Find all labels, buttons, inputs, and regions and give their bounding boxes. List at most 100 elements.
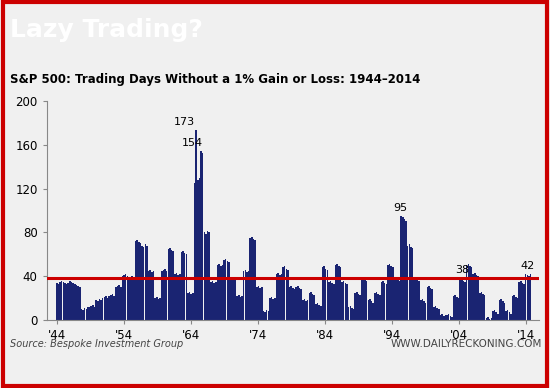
Text: 38: 38 <box>455 265 469 275</box>
Bar <box>212 281 213 320</box>
Bar <box>98 299 100 320</box>
Bar <box>174 274 175 320</box>
Bar <box>89 307 90 320</box>
Bar <box>295 287 297 320</box>
Text: 42: 42 <box>520 261 535 271</box>
Bar <box>66 284 68 320</box>
Text: 173: 173 <box>173 117 195 127</box>
Bar <box>299 288 300 320</box>
Bar <box>520 281 521 320</box>
Bar <box>328 282 330 320</box>
Bar <box>517 298 518 320</box>
Bar <box>184 253 185 320</box>
Bar <box>112 294 113 320</box>
Bar <box>476 275 477 320</box>
Bar <box>261 287 262 320</box>
Bar <box>444 315 446 320</box>
Bar <box>345 283 346 320</box>
Bar <box>389 264 390 320</box>
Bar <box>171 250 172 320</box>
Bar <box>64 283 66 320</box>
Bar <box>407 246 409 320</box>
Bar <box>228 262 230 320</box>
Bar <box>410 247 412 320</box>
Bar <box>512 296 513 320</box>
Bar <box>379 295 381 320</box>
Bar <box>441 314 443 320</box>
Bar <box>327 270 328 320</box>
Bar <box>424 301 425 320</box>
Bar <box>304 299 305 320</box>
Bar <box>156 297 158 320</box>
Bar <box>59 282 61 320</box>
Bar <box>94 307 95 320</box>
Bar <box>280 274 282 320</box>
Bar <box>494 310 496 320</box>
Bar <box>507 310 508 320</box>
Bar <box>521 283 523 320</box>
Bar <box>300 289 302 320</box>
Bar <box>225 259 227 320</box>
Bar <box>409 244 410 320</box>
Bar <box>351 308 353 320</box>
Bar <box>430 288 431 320</box>
Bar <box>73 283 74 320</box>
Bar <box>439 315 441 320</box>
Bar <box>276 274 277 320</box>
Bar <box>153 271 155 320</box>
Bar <box>510 314 512 320</box>
Bar <box>197 180 199 320</box>
Bar <box>232 277 233 320</box>
Bar <box>200 151 202 320</box>
Bar <box>146 246 148 320</box>
Bar <box>305 301 307 320</box>
Bar <box>230 279 232 320</box>
Bar <box>415 277 417 320</box>
Bar <box>136 240 138 320</box>
Bar <box>138 242 140 320</box>
Bar <box>195 130 197 320</box>
Bar <box>238 295 240 320</box>
Bar <box>107 298 108 320</box>
Bar <box>213 283 215 320</box>
Bar <box>432 289 433 320</box>
Bar <box>269 298 271 320</box>
Bar <box>458 298 459 320</box>
Bar <box>236 296 238 320</box>
Bar <box>443 316 444 320</box>
Bar <box>364 279 366 320</box>
Bar <box>338 267 339 320</box>
Bar <box>526 275 528 320</box>
Bar <box>474 273 476 320</box>
Bar <box>235 279 236 320</box>
Bar <box>215 282 217 320</box>
Bar <box>79 287 80 320</box>
Bar <box>340 267 341 320</box>
Bar <box>218 264 220 320</box>
Bar <box>223 260 225 320</box>
Bar <box>208 232 210 320</box>
Bar <box>366 281 367 320</box>
Bar <box>315 304 317 320</box>
Bar <box>381 282 382 320</box>
Bar <box>166 271 167 320</box>
Bar <box>222 265 223 320</box>
Bar <box>314 295 315 320</box>
Bar <box>449 316 451 320</box>
Bar <box>220 267 222 320</box>
Bar <box>502 301 504 320</box>
Bar <box>323 267 325 320</box>
Bar <box>523 284 525 320</box>
Bar <box>469 267 471 320</box>
Bar <box>453 296 454 320</box>
Bar <box>371 301 372 320</box>
Bar <box>376 292 377 320</box>
Bar <box>454 295 456 320</box>
Bar <box>161 271 162 320</box>
Bar <box>56 283 58 320</box>
Bar <box>110 295 112 320</box>
Bar <box>217 265 218 320</box>
Bar <box>258 286 259 320</box>
Bar <box>207 231 208 320</box>
Bar <box>123 275 125 320</box>
